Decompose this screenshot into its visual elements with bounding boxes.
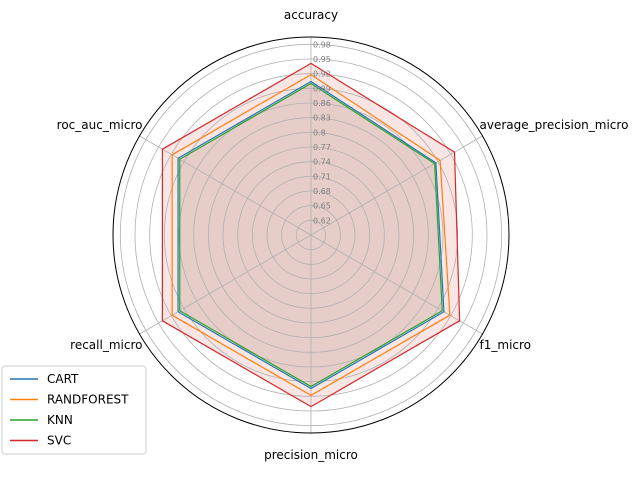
radial-tick-label: 0.83	[313, 114, 331, 123]
series-line-cart	[177, 80, 445, 390]
axis-label-average-precision-micro: average_precision_micro	[480, 118, 629, 132]
radial-tick-label: 0.74	[313, 158, 331, 167]
axis-label-recall-micro: recall_micro	[70, 338, 142, 352]
axis-labels: accuracy average_precision_micro f1_microp…	[57, 8, 629, 462]
legend-label-cart: CART	[47, 372, 79, 386]
radial-tick-label: 0.77	[313, 143, 331, 152]
radial-tick-label: 0.95	[313, 55, 331, 64]
grid-spoke	[139, 234, 312, 335]
radial-tick-label: 0.92	[313, 70, 331, 79]
radial-tick-labels: 0.62 0.65 0.68 0.71 0.74 0.77 0.8 0.83 0.86 0.89 0…	[313, 40, 331, 225]
radial-tick-label: 0.8	[313, 128, 326, 137]
legend-label-randforest: RANDFOREST	[47, 393, 129, 407]
radial-tick-label: 0.71	[313, 172, 331, 181]
axis-label-precision-micro: precision_micro	[264, 448, 358, 462]
grid-spoke	[139, 135, 312, 236]
axis-label-f1-micro: f1_micro	[480, 338, 532, 352]
series-line-svc	[161, 62, 461, 408]
radial-tick-label: 0.62	[313, 216, 331, 225]
radial-tick-label: 0.65	[313, 202, 331, 211]
legend-label-svc: SVC	[47, 434, 71, 448]
radial-tick-label: 0.68	[313, 187, 331, 196]
outer-frame	[112, 36, 510, 434]
legend-box	[1, 365, 147, 455]
radial-tick-label: 0.98	[313, 40, 331, 49]
series-line-randforest	[171, 74, 451, 396]
radial-tick-label: 0.89	[313, 84, 331, 93]
legend-label-knn: KNN	[47, 413, 73, 427]
legend: CART RANDFOREST KNN SVC	[1, 365, 147, 455]
axis-label-roc-auc-micro: roc_auc_micro	[57, 118, 143, 132]
radial-tick-label: 0.86	[313, 99, 331, 108]
axis-label-accuracy: accuracy	[284, 8, 338, 22]
series-line-knn	[179, 82, 443, 388]
radial-grid	[112, 36, 510, 434]
grid-spoke	[310, 234, 483, 335]
grid-spoke	[310, 135, 483, 236]
series-lines	[161, 62, 461, 408]
